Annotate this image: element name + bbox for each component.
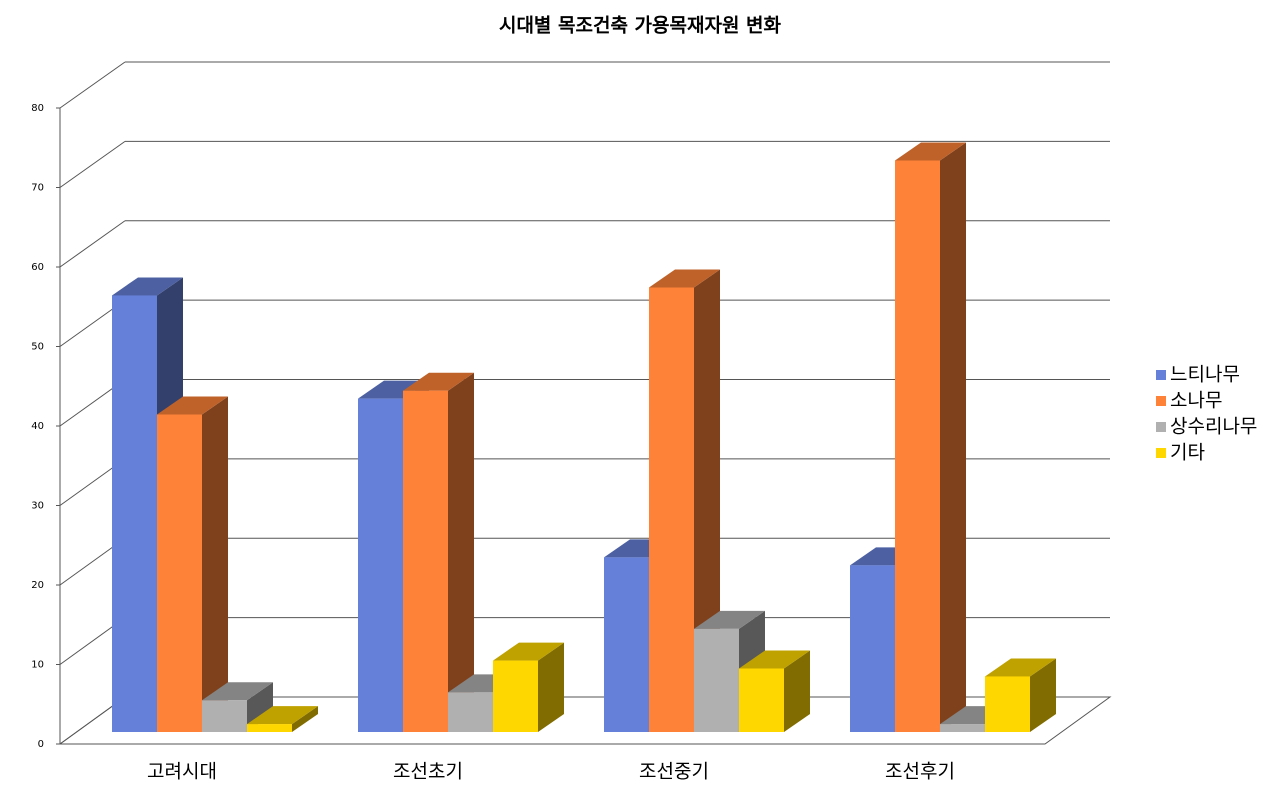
bar-top: [985, 658, 1056, 677]
y-tick-label: 40: [31, 421, 44, 432]
bar-front: [403, 390, 448, 732]
bar-front: [985, 676, 1030, 732]
bar-front: [202, 700, 247, 732]
bar-front: [850, 565, 895, 732]
bar-top: [694, 610, 765, 629]
grid-line: [59, 140, 126, 188]
legend-label: 소나무: [1170, 390, 1222, 412]
y-tick-label: 60: [31, 262, 44, 273]
bar-top: [649, 269, 720, 288]
bar-top: [202, 682, 273, 701]
chart-title: 시대별 목조건축 가용목재자원 변화: [499, 15, 782, 37]
bar-top: [157, 396, 228, 415]
bar-front: [649, 287, 694, 732]
bar-front: [112, 295, 157, 732]
legend-label: 상수리나무: [1170, 416, 1257, 438]
bar-side: [448, 372, 474, 732]
bar-top: [739, 650, 810, 669]
bar: [985, 658, 1056, 732]
bar: [157, 396, 228, 732]
bar-top: [493, 642, 564, 661]
legend-label: 기타: [1170, 442, 1205, 464]
bar-top: [895, 142, 966, 161]
bar-front: [940, 724, 985, 732]
bar-side: [538, 642, 564, 732]
x-tick-label: 조선중기: [639, 761, 709, 783]
bar-front: [694, 628, 739, 732]
legend-swatch: [1156, 396, 1166, 406]
bar-front: [358, 398, 403, 732]
bar-front: [448, 692, 493, 732]
x-tick-label: 조선초기: [393, 761, 463, 783]
bar: [247, 706, 318, 732]
bar-side: [292, 706, 318, 732]
bar-side: [202, 396, 228, 732]
y-tick-label: 10: [31, 660, 44, 671]
bar-side: [1030, 658, 1056, 732]
y-tick-label: 20: [31, 580, 44, 591]
y-tick-label: 80: [31, 103, 44, 114]
bar-side: [940, 142, 966, 732]
bar-side: [784, 650, 810, 732]
x-tick-label: 고려시대: [147, 761, 217, 783]
bar-front: [739, 668, 784, 732]
y-tick-label: 50: [31, 342, 44, 353]
x-tick-label: 조선후기: [885, 761, 955, 783]
bar-top: [403, 372, 474, 391]
bar: [403, 372, 474, 732]
grid-line: [59, 220, 126, 268]
y-tick-label: 70: [31, 183, 44, 194]
bar-front: [157, 414, 202, 732]
bar: [895, 142, 966, 732]
y-tick-label: 0: [38, 739, 44, 750]
bar: [739, 650, 810, 732]
bar-front: [247, 724, 292, 732]
legend-swatch: [1156, 448, 1166, 458]
legend-swatch: [1156, 370, 1166, 380]
bar-top: [247, 706, 318, 725]
bar-front: [604, 557, 649, 732]
legend-swatch: [1156, 422, 1166, 432]
bar: [493, 642, 564, 732]
bar-top: [112, 277, 183, 296]
legend-label: 느티나무: [1170, 364, 1240, 386]
y-tick-label: 30: [31, 501, 44, 512]
bar-front: [895, 160, 940, 732]
bar-front: [493, 660, 538, 732]
grid-line: [59, 61, 126, 109]
